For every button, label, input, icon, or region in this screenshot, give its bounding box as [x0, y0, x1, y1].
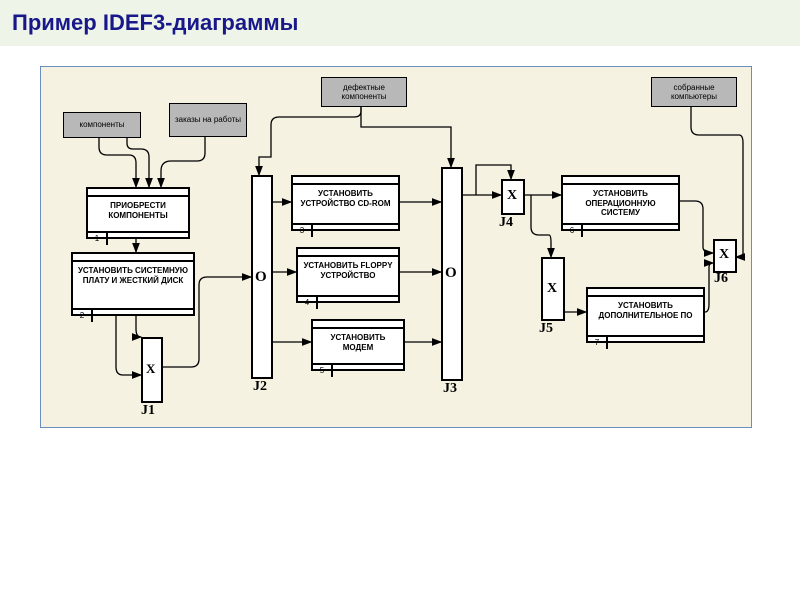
uow-7: УСТАНОВИТЬ ДОПОЛНИТЕЛЬНОЕ ПО7: [586, 287, 705, 343]
ref-components: компоненты: [63, 112, 139, 136]
uow-5: УСТАНОВИТЬ МОДЕМ5: [311, 319, 405, 371]
junction-J6: X: [713, 239, 737, 273]
uow-label: УСТАНОВИТЬ УСТРОЙСТВО CD-ROM: [293, 185, 398, 223]
uow-label: УСТАНОВИТЬ ДОПОЛНИТЕЛЬНОЕ ПО: [588, 297, 703, 335]
junction-symbol: X: [547, 281, 557, 297]
uow-4: УСТАНОВИТЬ FLOPPY УСТРОЙСТВО4: [296, 247, 400, 303]
arrow: [127, 136, 149, 187]
junction-J5: X: [541, 257, 565, 321]
junction-J4: X: [501, 179, 525, 215]
junction-symbol: X: [507, 188, 517, 204]
uow-label: УСТАНОВИТЬ ОПЕРАЦИОННУЮ СИСТЕМУ: [563, 185, 678, 223]
junction-symbol: O: [445, 265, 457, 282]
arrow: [99, 136, 136, 187]
title-bar: Пример IDEF3-диаграммы: [0, 0, 800, 46]
junction-label-J6: J6: [714, 271, 728, 287]
uow-label: ПРИОБРЕСТИ КОМПОНЕНТЫ: [88, 197, 188, 231]
ref-orders: заказы на работы: [169, 103, 245, 135]
junction-J2: O: [251, 175, 273, 379]
uow-label: УСТАНОВИТЬ МОДЕМ: [313, 329, 403, 363]
junction-symbol: X: [719, 247, 729, 263]
uow-id: 2: [73, 310, 93, 322]
uow-id: 7: [588, 337, 608, 349]
junction-label-J1: J1: [141, 403, 155, 419]
junction-label-J3: J3: [443, 381, 457, 397]
junction-symbol: X: [146, 361, 155, 377]
junction-symbol: O: [255, 269, 267, 286]
arrow: [691, 105, 743, 257]
arrow: [531, 195, 551, 257]
arrow: [259, 105, 361, 175]
page-title: Пример IDEF3-диаграммы: [12, 10, 788, 36]
junction-J1: X: [141, 337, 163, 403]
arrow: [676, 201, 713, 253]
uow-id: 3: [293, 225, 313, 237]
ref-label: заказы на работы: [169, 103, 247, 137]
junction-label-J5: J5: [539, 321, 553, 337]
canvas-wrap: компоненты заказы на работы дефектные комп…: [0, 46, 800, 428]
uow-id: 6: [563, 225, 583, 237]
uow-label: УСТАНОВИТЬ СИСТЕМНУЮ ПЛАТУ И ЖЕСТКИЙ ДИС…: [73, 262, 193, 308]
ref-assembled: собранные компьютеры: [651, 77, 735, 105]
uow-2: УСТАНОВИТЬ СИСТЕМНУЮ ПЛАТУ И ЖЕСТКИЙ ДИС…: [71, 252, 195, 316]
junction-label-J4: J4: [499, 215, 513, 231]
diagram-canvas: компоненты заказы на работы дефектные комп…: [40, 66, 752, 428]
arrow: [361, 105, 451, 167]
uow-1: ПРИОБРЕСТИ КОМПОНЕНТЫ1: [86, 187, 190, 239]
uow-3: УСТАНОВИТЬ УСТРОЙСТВО CD-ROM3: [291, 175, 400, 231]
junction-J3: O: [441, 167, 463, 381]
uow-6: УСТАНОВИТЬ ОПЕРАЦИОННУЮ СИСТЕМУ6: [561, 175, 680, 231]
ref-label: дефектные компоненты: [321, 77, 407, 107]
uow-id: 4: [298, 297, 318, 309]
ref-label: компоненты: [63, 112, 141, 138]
arrow: [161, 135, 205, 187]
uow-id: 1: [88, 233, 108, 245]
ref-defects: дефектные компоненты: [321, 77, 405, 105]
uow-id: 5: [313, 365, 333, 377]
junction-label-J2: J2: [253, 379, 267, 395]
ref-label: собранные компьютеры: [651, 77, 737, 107]
uow-label: УСТАНОВИТЬ FLOPPY УСТРОЙСТВО: [298, 257, 398, 295]
